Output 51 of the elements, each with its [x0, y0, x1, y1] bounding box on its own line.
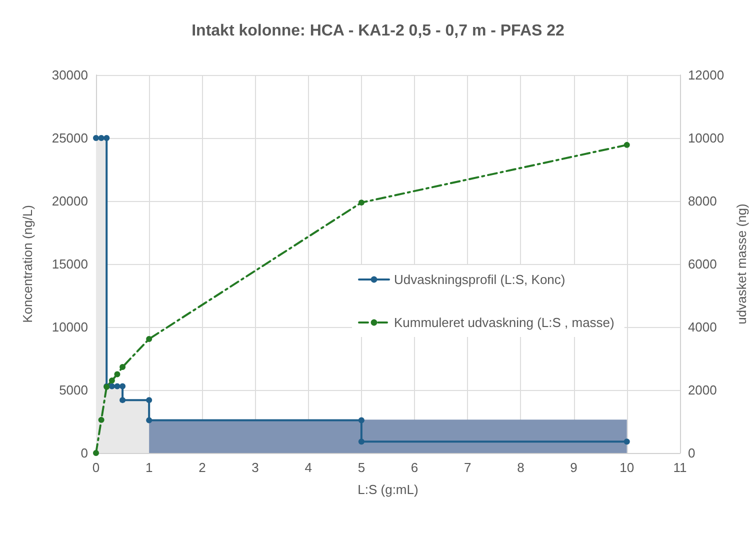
- chart-title: Intakt kolonne: HCA - KA1-2 0,5 - 0,7 m - PFAS 22: [192, 22, 565, 40]
- point: [358, 438, 364, 445]
- y-tick-label: 25000: [52, 130, 88, 146]
- point: [146, 417, 152, 424]
- point: [93, 135, 99, 141]
- point: [358, 200, 364, 206]
- x-tick-label: 5: [358, 460, 366, 475]
- point: [624, 438, 630, 445]
- point: [120, 383, 126, 390]
- point: [114, 371, 120, 378]
- x-tick-label: 7: [464, 460, 472, 475]
- x-tick-label: 11: [673, 460, 687, 475]
- y2-tick-label: 0: [688, 446, 696, 460]
- x-tick-label: 4: [304, 460, 312, 475]
- point: [358, 417, 364, 424]
- y2-tick-label: 6000: [688, 256, 717, 272]
- y-axis-title: Koncentration (ng/L): [20, 205, 35, 323]
- legend-label: Kummuleret udvaskning (L:S , masse): [394, 315, 614, 330]
- x-tick-label: 1: [145, 460, 153, 475]
- point: [98, 416, 104, 423]
- x-tick-label: 8: [517, 460, 524, 475]
- y-tick-label: 5000: [59, 382, 88, 398]
- x-tick-label: 3: [252, 460, 259, 475]
- point: [120, 364, 126, 370]
- x-tick-label: 9: [570, 460, 578, 475]
- point: [624, 142, 630, 148]
- y2-axis-title: udvasket masse (ng): [734, 204, 749, 324]
- x-tick-label: 6: [410, 460, 418, 475]
- point: [93, 450, 99, 456]
- point: [146, 397, 152, 404]
- point: [104, 135, 110, 141]
- y2-tick-label: 2000: [688, 382, 717, 398]
- point: [120, 397, 126, 404]
- y-tick-label: 10000: [52, 320, 88, 334]
- point: [108, 378, 115, 384]
- x-tick-label: 2: [198, 460, 206, 475]
- x-tick-label: 0: [92, 460, 100, 475]
- x-axis-title: L:S (g:mL): [358, 482, 418, 497]
- y2-tick-label: 4000: [688, 320, 717, 334]
- y-tick-label: 0: [80, 446, 88, 460]
- y2-tick-label: 12000: [688, 68, 724, 82]
- y-tick-label: 30000: [52, 68, 88, 82]
- y2-tick-label: 8000: [688, 194, 717, 208]
- x-tick-label: 10: [620, 460, 634, 475]
- y2-tick-label: 10000: [688, 130, 724, 146]
- y-tick-label: 20000: [52, 194, 88, 208]
- point: [114, 383, 120, 390]
- legend-label: Udvaskningsprofil (L:S, Konc): [394, 272, 566, 287]
- y-tick-label: 15000: [52, 256, 88, 272]
- point: [146, 336, 152, 342]
- point: [98, 135, 104, 141]
